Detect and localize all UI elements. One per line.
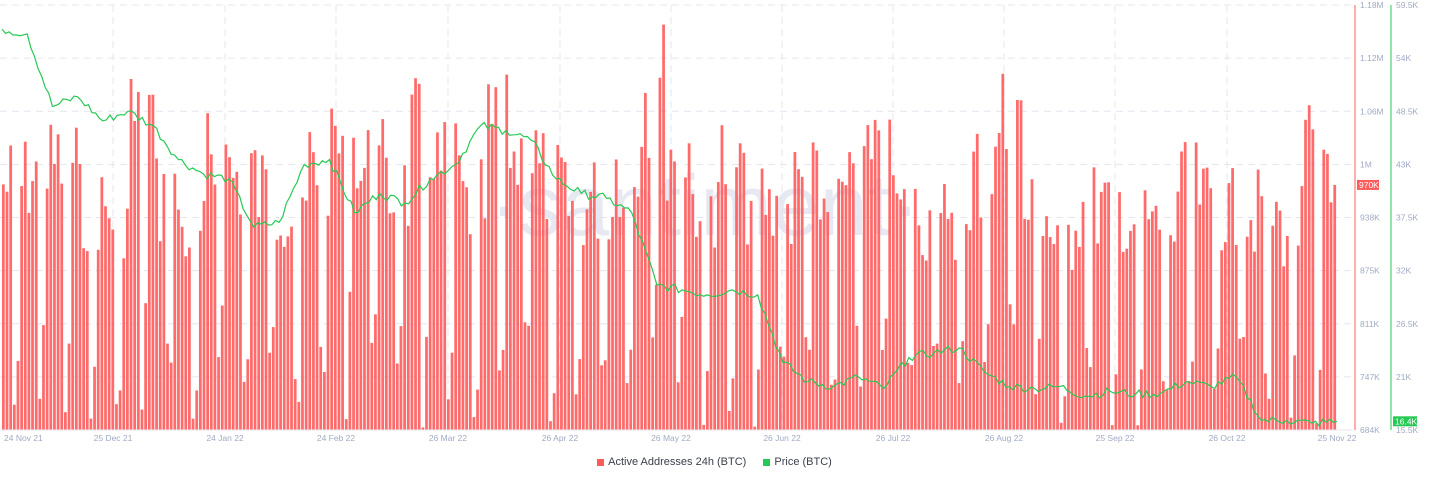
right-axis-tick: 32K	[1396, 266, 1411, 276]
price-current-badge	[1393, 416, 1417, 427]
left-axis-tick: 1.12M	[1360, 53, 1384, 63]
x-axis-tick: 26 Apr 22	[542, 433, 579, 443]
svg-text:16.4K: 16.4K	[1395, 416, 1418, 426]
right-axis-tick: 26.5K	[1396, 319, 1419, 329]
x-axis-tick: 26 Jun 22	[763, 433, 801, 443]
left-axis-tick: 1.18M	[1360, 0, 1384, 10]
chart-legend: Active Addresses 24h (BTC) Price (BTC)	[0, 456, 1429, 469]
price-line	[1, 28, 1338, 427]
x-axis-tick: 24 Jan 22	[206, 433, 244, 443]
left-axis-tick: 747K	[1360, 372, 1380, 382]
x-axis-tick: 25 Nov 22	[1318, 433, 1357, 443]
x-axis-tick: 26 Oct 22	[1209, 433, 1246, 443]
x-axis-tick: 24 Feb 22	[317, 433, 356, 443]
legend-label: Active Addresses 24h (BTC)	[608, 456, 747, 468]
right-axis-tick: 54K	[1396, 53, 1411, 63]
right-axis-tick: 48.5K	[1396, 106, 1419, 116]
left-axis-tick: 811K	[1360, 319, 1380, 329]
svg-text:970K: 970K	[1359, 180, 1379, 190]
right-axis-tick: 59.5K	[1396, 0, 1419, 10]
legend-label: Price (BTC)	[774, 456, 832, 468]
legend-item-active-addresses[interactable]: Active Addresses 24h (BTC)	[597, 456, 746, 468]
left-axis-tick: 684K	[1360, 425, 1380, 435]
x-axis-tick: 26 May 22	[651, 433, 691, 443]
left-axis-tick: 1M	[1360, 159, 1372, 169]
left-axis-tick: 1.06M	[1360, 106, 1384, 116]
legend-swatch-red-icon	[597, 458, 605, 466]
right-axis-tick: 21K	[1396, 372, 1411, 382]
active-addresses-current-badge	[1357, 179, 1379, 190]
right-axis-tick: 43K	[1396, 159, 1411, 169]
x-axis-tick: 26 Aug 22	[985, 433, 1024, 443]
x-axis-tick: 24 Nov 21	[4, 433, 43, 443]
right-axis-tick: 15.5K	[1396, 425, 1419, 435]
left-axis-tick: 875K	[1360, 266, 1380, 276]
watermark: ·santiment·	[490, 158, 920, 254]
x-axis-tick: 25 Dec 21	[94, 433, 133, 443]
right-axis-tick: 37.5K	[1396, 213, 1419, 223]
legend-item-price[interactable]: Price (BTC)	[763, 456, 832, 468]
x-axis-tick: 26 Jul 22	[876, 433, 911, 443]
legend-swatch-green-icon	[763, 458, 771, 466]
left-axis-tick: 938K	[1360, 213, 1380, 223]
x-axis-tick: 26 Mar 22	[429, 433, 468, 443]
x-axis-tick: 25 Sep 22	[1096, 433, 1135, 443]
